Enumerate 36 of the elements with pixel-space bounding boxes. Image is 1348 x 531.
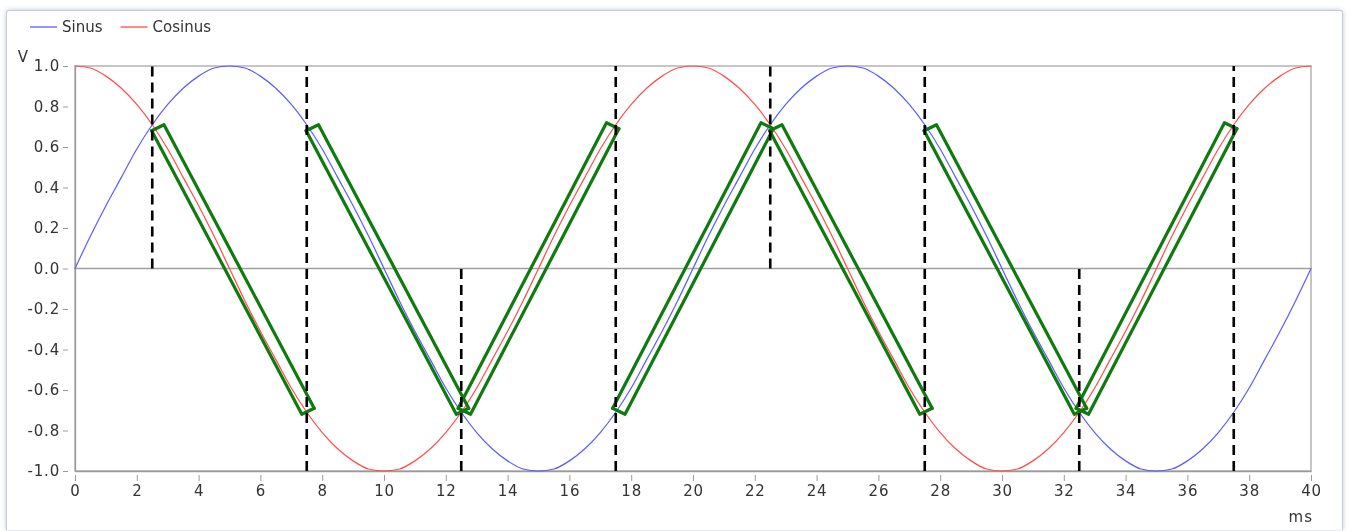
x-tick-label: 10 (374, 481, 395, 500)
x-tick-label: 24 (806, 481, 828, 500)
x-tick-label: 28 (930, 481, 952, 500)
x-tick-label: 14 (497, 481, 519, 500)
y-axis-title: V (17, 48, 29, 66)
y-tick-label: -0.6 (27, 381, 60, 400)
x-tick-label: 22 (744, 481, 766, 500)
y-tick-label: -0.8 (27, 421, 60, 440)
x-tick-label: 4 (193, 481, 205, 500)
x-tick-label: 2 (132, 481, 143, 500)
x-tick-label: 6 (255, 481, 267, 500)
y-tick-label: 1.0 (33, 57, 60, 76)
y-tick-label: 0.8 (33, 97, 60, 116)
y-tick-label: 0.4 (33, 178, 60, 197)
x-tick-label: 26 (868, 481, 890, 500)
legend-label: Cosinus (152, 18, 212, 36)
x-tick-label: 16 (559, 481, 581, 500)
x-tick-label: 34 (1115, 481, 1137, 500)
x-tick-label: 12 (435, 481, 457, 500)
x-tick-label: 18 (621, 481, 643, 500)
x-tick-label: 8 (317, 481, 328, 500)
y-tick-label: -1.0 (27, 462, 60, 481)
y-tick-label: 0.6 (33, 138, 60, 157)
x-tick-label: 20 (683, 481, 704, 500)
y-tick-label: 0.0 (33, 259, 60, 278)
y-tick-label: -0.4 (27, 340, 60, 359)
legend-label: Sinus (62, 18, 103, 36)
x-tick-label: 40 (1301, 481, 1322, 500)
x-tick-label: 36 (1177, 481, 1199, 500)
x-tick-label: 38 (1239, 481, 1261, 500)
x-tick-label: 32 (1053, 481, 1075, 500)
x-tick-label: 0 (70, 481, 81, 500)
x-tick-label: 30 (992, 481, 1013, 500)
y-tick-label: -0.2 (27, 300, 60, 319)
y-tick-label: 0.2 (33, 219, 60, 238)
x-axis-title: ms (1288, 508, 1313, 526)
